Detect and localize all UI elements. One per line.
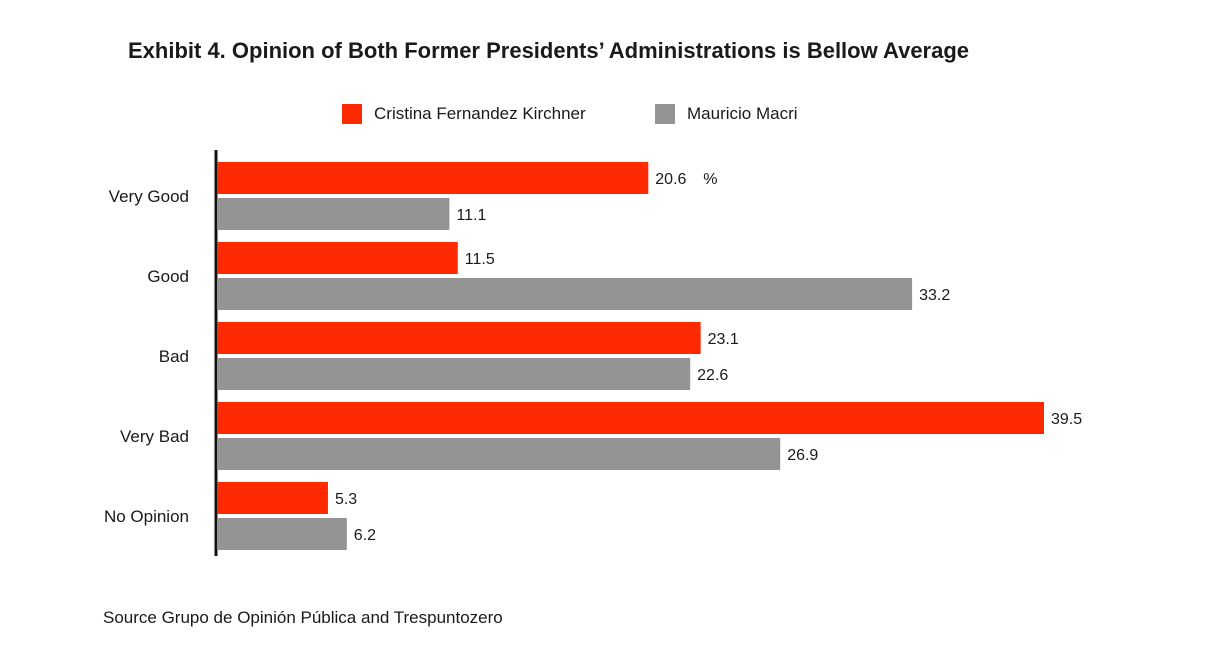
legend-swatch-cfk <box>342 104 362 124</box>
data-label: 6.2 <box>354 527 376 544</box>
bar-cfk <box>217 482 328 514</box>
legend-label-macri: Mauricio Macri <box>687 104 798 123</box>
data-label: 5.3 <box>335 491 357 508</box>
category-label: Very Good <box>109 187 189 206</box>
data-label: 11.5 <box>465 251 495 268</box>
unit-label: % <box>703 171 717 188</box>
bar-macri <box>217 358 691 390</box>
source-note: Source Grupo de Opinión Pública and Tres… <box>103 608 503 627</box>
category-label: Bad <box>159 347 189 366</box>
data-label: 20.6 <box>655 171 686 188</box>
legend-swatch-macri <box>655 104 675 124</box>
legend-item-cfk: Cristina Fernandez Kirchner <box>342 104 586 124</box>
category-label: Good <box>147 267 189 286</box>
bar-macri <box>217 278 913 310</box>
bar-cfk <box>217 402 1044 434</box>
bar-macri <box>217 198 450 230</box>
legend-label-cfk: Cristina Fernandez Kirchner <box>374 104 586 123</box>
category-label: No Opinion <box>104 507 189 526</box>
bar-macri <box>217 438 781 470</box>
category-label: Very Bad <box>120 427 189 446</box>
legend: Cristina Fernandez Kirchner Mauricio Mac… <box>0 104 1212 128</box>
bar-cfk <box>217 322 701 354</box>
chart-title: Exhibit 4. Opinion of Both Former Presid… <box>128 38 970 63</box>
bar-cfk <box>217 242 458 274</box>
data-label: 11.1 <box>456 207 486 224</box>
data-label: 22.6 <box>697 367 728 384</box>
data-label: 33.2 <box>919 287 950 304</box>
bar-cfk <box>217 162 649 194</box>
bar-chart: Very Good 20.6 % 11.1 Good 11.5 33.2 Bad 23.1 22.… <box>104 150 1082 556</box>
data-label: 39.5 <box>1051 411 1082 428</box>
data-label: 23.1 <box>708 331 739 348</box>
legend-item-macri: Mauricio Macri <box>655 104 798 124</box>
data-label: 26.9 <box>787 447 818 464</box>
bar-macri <box>217 518 347 550</box>
